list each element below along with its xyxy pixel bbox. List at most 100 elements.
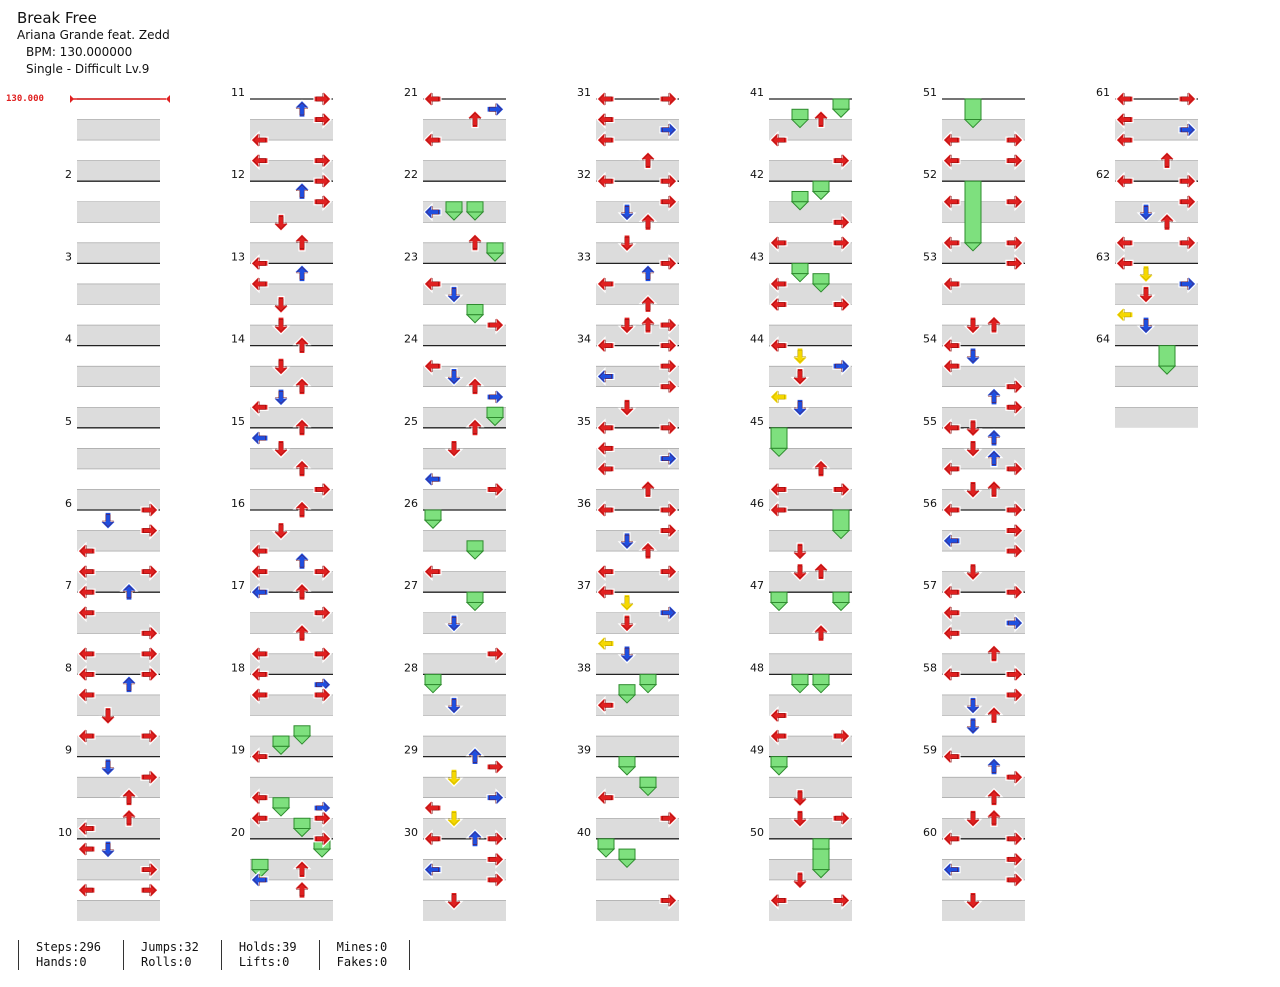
up-arrow-icon (638, 212, 658, 231)
arrow-fill (292, 99, 312, 118)
arrow-fill (942, 623, 961, 643)
arrow-fill (1136, 203, 1156, 222)
arrow-outline (966, 894, 980, 908)
arrow-outline (1181, 195, 1194, 209)
measure-number: 64 (1096, 333, 1110, 346)
song-artist: Ariana Grande feat. Zedd (17, 28, 170, 42)
beat-stripe (596, 489, 679, 510)
left-arrow-icon (77, 839, 96, 859)
beat-stripe (1115, 407, 1198, 428)
left-arrow-icon (250, 582, 269, 602)
arrow-fill (659, 562, 678, 582)
left-arrow-icon (769, 500, 788, 520)
arrow-outline (253, 431, 266, 445)
arrow-outline (426, 472, 439, 486)
arrow-fill (313, 89, 332, 109)
arrow-fill (832, 480, 851, 499)
arrow-outline (662, 257, 675, 270)
song-header: Break Free Ariana Grande feat. Zedd BPM:… (17, 10, 170, 78)
right-arrow-icon (659, 521, 678, 540)
arrow-outline (426, 205, 439, 219)
hold-body (812, 673, 830, 686)
arrow-fill (596, 336, 615, 356)
measure-number: 61 (1096, 86, 1110, 99)
beat-stripe (596, 201, 679, 223)
arrow-outline (1008, 400, 1021, 414)
left-arrow-icon (423, 469, 442, 489)
beat-stripe (596, 407, 679, 428)
beat-stripe (250, 736, 333, 757)
arrow-fill (1136, 316, 1156, 335)
beat-stripe (942, 366, 1025, 387)
right-arrow-icon (1178, 233, 1197, 253)
stats-footer: Steps:296 Hands:0 Jumps:32 Rolls:0 Holds… (18, 940, 411, 970)
measure-number: 13 (231, 250, 245, 263)
left-arrow-icon (77, 562, 96, 582)
up-arrow-icon (292, 623, 312, 642)
beat-stripe (250, 119, 333, 141)
hold-tail (769, 766, 789, 776)
hold-note (423, 509, 443, 529)
right-arrow-icon (659, 891, 678, 910)
down-arrow-icon (617, 398, 637, 418)
up-arrow-icon (292, 551, 312, 570)
measure-number: 21 (404, 86, 418, 99)
stat-hands: Hands:0 (36, 955, 87, 969)
arrow-outline (295, 626, 309, 640)
right-arrow-icon (832, 295, 851, 314)
arrow-fill (596, 695, 615, 715)
arrow-fill (942, 356, 961, 376)
arrow-outline (1008, 133, 1021, 147)
arrow-fill (423, 562, 442, 582)
measure-number: 14 (231, 333, 245, 346)
arrow-fill (1178, 171, 1197, 191)
arrow-fill (1115, 305, 1134, 325)
left-arrow-icon (423, 798, 442, 818)
arrow-outline (987, 451, 1001, 465)
arrow-fill (769, 336, 788, 356)
down-arrow-icon (98, 511, 118, 531)
arrow-fill (250, 428, 269, 448)
arrow-outline (945, 195, 958, 209)
arrow-outline (274, 216, 288, 230)
hold-note (790, 262, 810, 283)
measure-number: 5 (65, 415, 72, 428)
arrow-outline (835, 154, 848, 167)
arrow-outline (80, 585, 93, 599)
beat-stripe (596, 160, 679, 182)
arrow-fill (942, 664, 961, 684)
measure-number: 58 (923, 661, 937, 674)
arrow-outline (426, 133, 439, 147)
down-arrow-icon (444, 809, 464, 829)
left-arrow-icon (596, 695, 615, 715)
hold-body (618, 848, 636, 860)
arrow-outline (447, 288, 461, 302)
measure-number: 27 (404, 579, 418, 592)
right-arrow-icon (313, 110, 332, 129)
up-arrow-icon (984, 787, 1004, 807)
arrow-outline (814, 112, 828, 126)
arrow-fill (444, 367, 464, 387)
hold-tail (617, 858, 637, 869)
arrow-outline (945, 339, 958, 352)
measure-number: 17 (231, 579, 245, 592)
arrow-outline (426, 92, 439, 106)
step-chart: 2345678910111213141516171819202122232425… (58, 86, 1198, 921)
beat-stripe (942, 201, 1025, 223)
arrow-fill (659, 315, 678, 335)
beat-stripe (250, 325, 333, 346)
measure-number: 45 (750, 415, 764, 428)
arrow-fill (790, 347, 810, 366)
left-arrow-icon (250, 428, 269, 448)
hold-note (617, 848, 637, 869)
arrow-fill (963, 563, 983, 582)
arrow-outline (295, 102, 309, 116)
arrow-outline (253, 811, 266, 825)
arrow-fill (790, 789, 810, 808)
arrow-fill (465, 109, 485, 129)
hold-body (770, 591, 788, 603)
left-arrow-icon (596, 89, 615, 109)
beat-stripe (77, 818, 160, 839)
arrow-outline (662, 195, 675, 209)
beat-stripe (769, 366, 852, 387)
